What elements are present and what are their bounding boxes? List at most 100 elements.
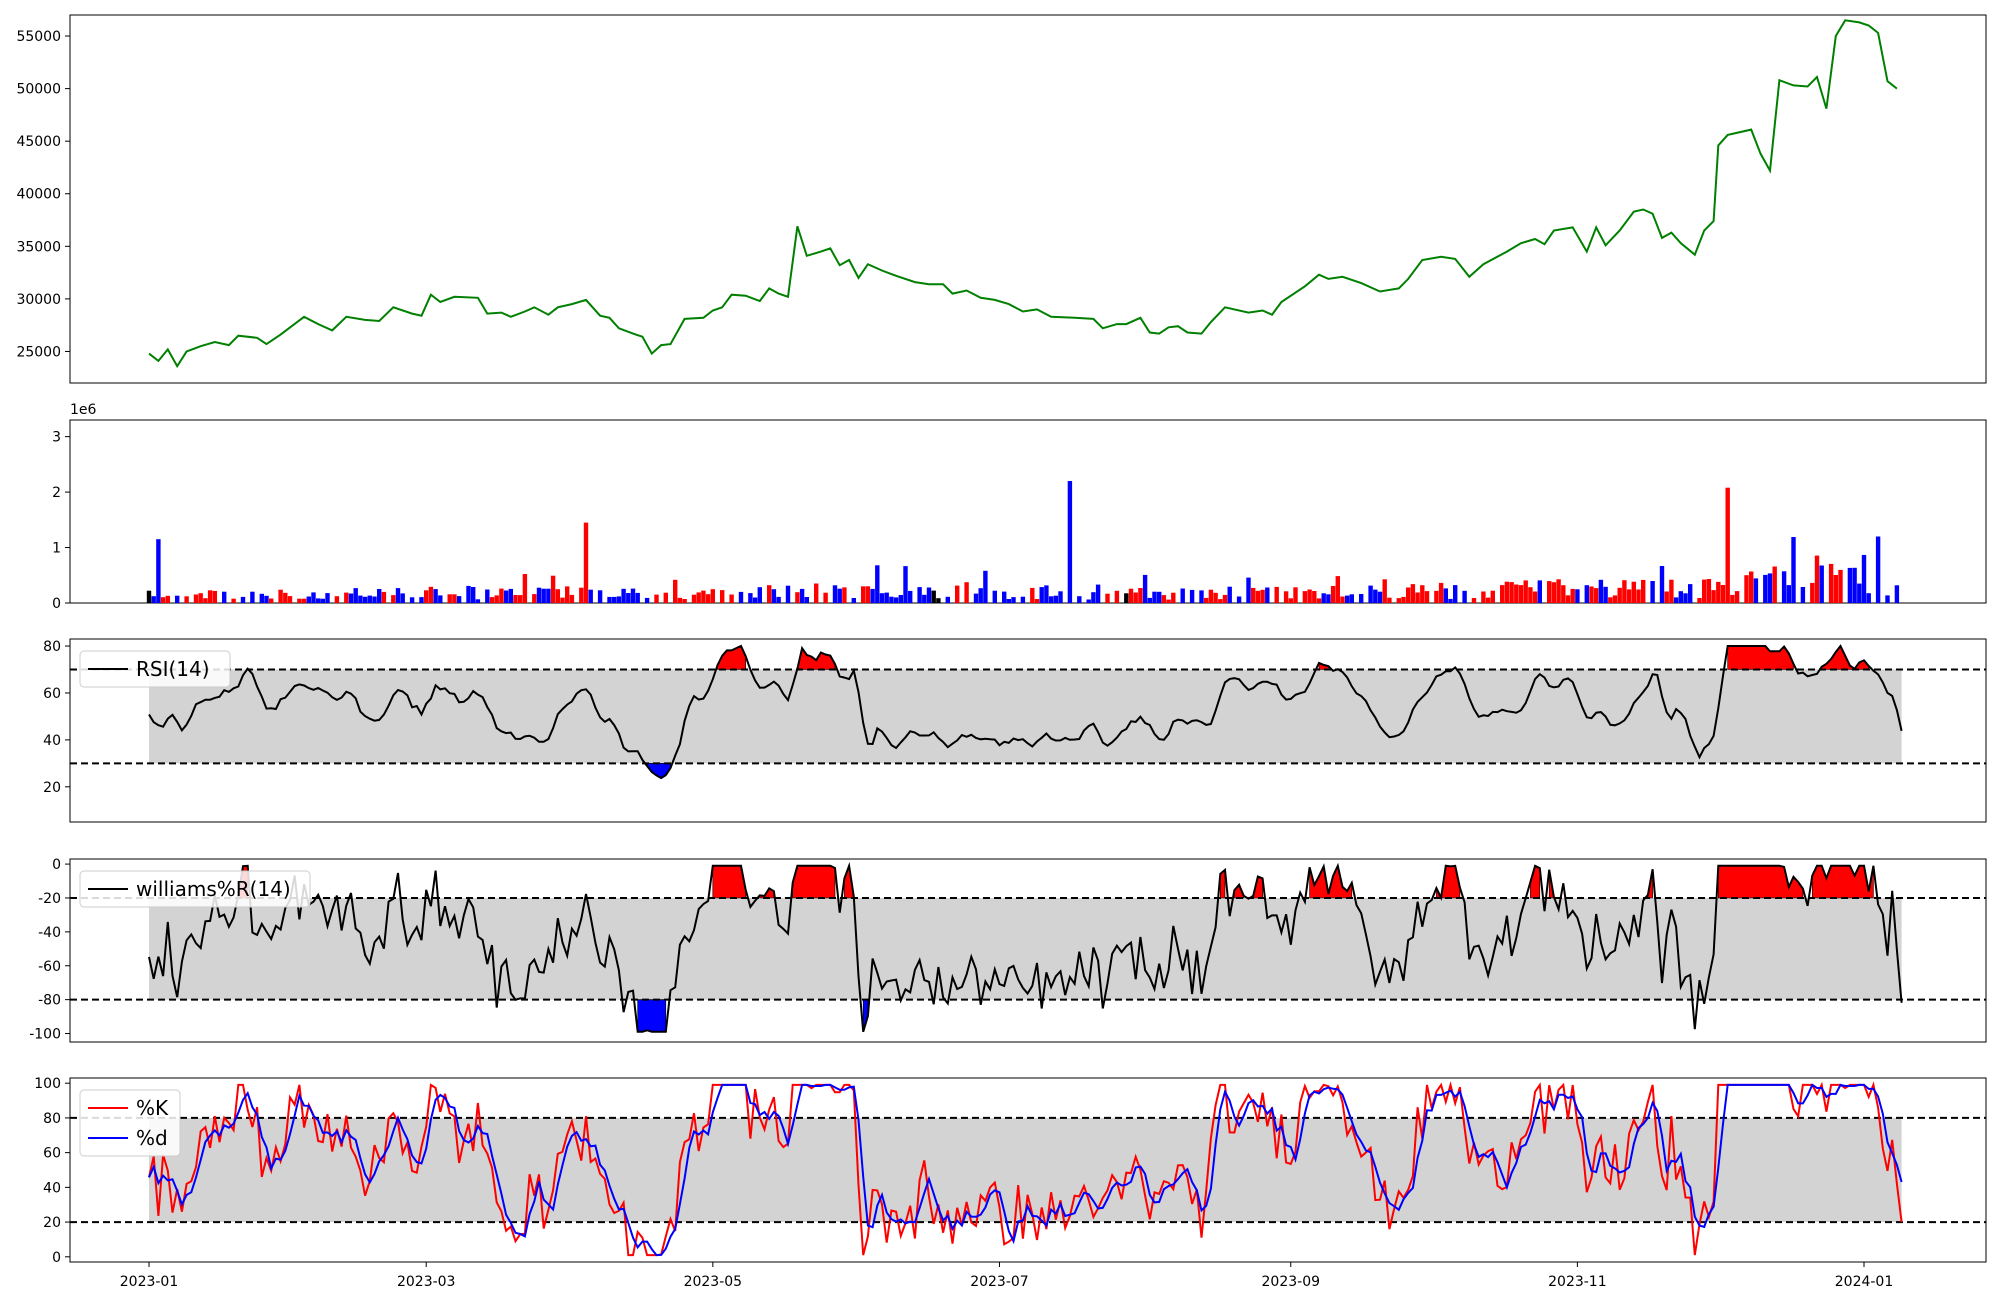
y-tick-label: 0: [52, 857, 61, 873]
volume-bar: [1565, 595, 1571, 603]
volume-bar: [212, 590, 217, 603]
volume-bar: [428, 586, 434, 603]
volume-bar: [1283, 591, 1289, 603]
volume-bar: [1227, 586, 1232, 603]
volume-bar: [1659, 566, 1665, 603]
volume-bar: [306, 596, 311, 603]
volume-bar: [485, 589, 490, 603]
volume-bar: [1631, 581, 1636, 603]
volume-bar: [1810, 582, 1815, 603]
volume-bar: [283, 592, 288, 603]
overbought-fill: [1727, 645, 1794, 670]
volume-bar: [489, 597, 495, 603]
volume-bar: [1330, 586, 1336, 603]
volume-bar: [1847, 567, 1853, 603]
volume-bar: [922, 594, 927, 603]
volume-bar: [1763, 574, 1768, 603]
volume-bar: [663, 592, 668, 603]
volume-bar: [231, 598, 236, 603]
volume-bar: [1307, 589, 1312, 603]
volume-bar: [1819, 565, 1824, 603]
volume-bar: [381, 591, 387, 603]
volume-bar: [1838, 569, 1843, 603]
volume-bar: [1612, 595, 1618, 603]
volume-bar: [884, 592, 889, 603]
volume-bar: [1086, 599, 1091, 603]
volume-bar: [1002, 591, 1007, 603]
x-tick-label: 2024-01: [1835, 1274, 1894, 1290]
volume-bar: [1725, 487, 1730, 603]
volume-bar: [222, 591, 227, 603]
volume-bar: [536, 587, 542, 603]
volume-bar: [1786, 585, 1791, 603]
rsi-line: [148, 644, 1903, 780]
volume-bar: [1133, 592, 1138, 603]
williams-r-line: [148, 861, 1903, 1033]
volume-bar: [1166, 599, 1171, 603]
volume-bar: [1626, 589, 1632, 603]
volume-bar: [1730, 594, 1735, 603]
x-tick-label: 2023-03: [397, 1274, 456, 1290]
volume-bar: [156, 539, 161, 603]
volume-bar: [1077, 596, 1082, 603]
volume-bar: [823, 592, 828, 603]
volume-bar: [316, 598, 321, 603]
volume-bar: [1589, 586, 1594, 603]
volume-bar: [1326, 594, 1331, 603]
volume-bar: [348, 593, 354, 603]
volume-bar: [588, 589, 593, 603]
volume-bar: [842, 587, 847, 603]
y-tick-label: 100: [34, 1076, 61, 1092]
volume-bar: [1368, 585, 1373, 603]
volume-bar: [832, 585, 838, 603]
volume-bar: [433, 589, 438, 603]
volume-bar: [1523, 580, 1528, 603]
volume-bar: [1095, 584, 1101, 603]
volume-bar: [1067, 481, 1073, 603]
volume-bar: [654, 594, 659, 603]
y-tick-label: 1: [52, 541, 61, 557]
volume-bar: [1438, 582, 1444, 603]
volume-bar: [1490, 590, 1495, 603]
volume-bar: [475, 599, 481, 603]
volume-bar: [579, 587, 584, 603]
y-tick-label: 45000: [16, 134, 61, 150]
y-tick-label: 80: [43, 639, 61, 655]
volume-bar: [1514, 584, 1519, 603]
volume-bar: [1702, 579, 1707, 603]
volume-bar: [1382, 579, 1387, 603]
volume-bar: [344, 592, 349, 603]
stochastic-panel: 0 20 40 60 80 100 2023-01 2023-03 2023-05 2023-07…: [34, 1076, 1987, 1290]
volume-bar: [1561, 585, 1566, 603]
volume-bar: [1293, 587, 1298, 603]
volume-bar: [1673, 597, 1679, 603]
volume-bar: [1218, 599, 1223, 603]
volume-bar: [198, 593, 203, 603]
volume-bar: [1749, 571, 1754, 603]
volume-bar: [1706, 579, 1712, 603]
legend-label: RSI(14): [136, 657, 210, 681]
volume-bar: [870, 588, 875, 603]
volume-bar: [499, 588, 504, 603]
volume-bar: [1396, 598, 1401, 603]
volume-bar: [795, 592, 800, 603]
volume-bar: [1617, 587, 1622, 603]
volume-bar: [569, 594, 575, 603]
volume-bar: [1152, 591, 1157, 603]
volume-bar: [1641, 579, 1646, 603]
volume-bar: [865, 586, 871, 603]
volume-bar: [1885, 595, 1890, 603]
volume-bar: [325, 593, 330, 603]
volume-bar: [146, 590, 152, 603]
volume-bar: [1091, 592, 1096, 603]
legend: RSI(14): [79, 650, 231, 688]
volume-bar: [893, 597, 899, 603]
volume-bar: [898, 595, 903, 603]
volume-bar: [931, 590, 936, 603]
volume-bar: [1772, 566, 1777, 603]
volume-bar: [1636, 589, 1641, 603]
y-tick-label: 60: [43, 1146, 61, 1162]
volume-bar: [748, 593, 753, 603]
volume-bar: [1570, 588, 1575, 603]
volume-bar: [1744, 575, 1749, 603]
